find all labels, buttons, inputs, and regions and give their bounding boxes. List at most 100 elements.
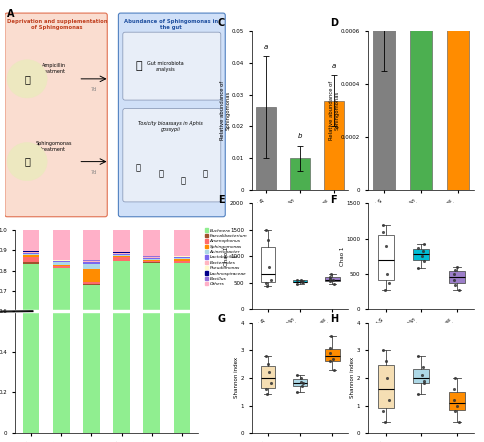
Bar — [23, 252, 40, 253]
Bar — [83, 262, 100, 264]
PathPatch shape — [260, 366, 275, 388]
Point — [421, 377, 428, 384]
Point — [326, 276, 334, 283]
Text: F: F — [331, 195, 337, 205]
Bar — [83, 230, 100, 260]
Text: C: C — [218, 18, 225, 28]
Point — [299, 383, 306, 390]
Point — [451, 408, 458, 415]
PathPatch shape — [378, 235, 393, 280]
Bar — [324, 101, 344, 190]
Point — [326, 273, 334, 280]
Bar — [23, 257, 40, 263]
Point — [383, 374, 391, 381]
Point — [331, 366, 338, 373]
Point — [419, 248, 426, 255]
PathPatch shape — [325, 277, 340, 281]
Bar — [53, 262, 70, 265]
Text: a: a — [264, 44, 268, 50]
Text: G: G — [218, 314, 226, 324]
PathPatch shape — [413, 249, 429, 260]
Point — [414, 244, 422, 251]
Text: 🌿: 🌿 — [136, 164, 141, 172]
Point — [455, 419, 463, 426]
Bar — [53, 268, 70, 433]
Bar — [53, 266, 70, 268]
Bar — [256, 107, 276, 190]
Text: 7d: 7d — [91, 88, 97, 92]
PathPatch shape — [325, 349, 340, 361]
Point — [263, 282, 271, 289]
FancyBboxPatch shape — [119, 13, 225, 217]
Text: 🪲: 🪲 — [24, 156, 30, 167]
Bar — [83, 269, 100, 282]
PathPatch shape — [413, 369, 429, 383]
Point — [327, 271, 335, 278]
Bar — [290, 158, 310, 190]
Point — [265, 369, 273, 376]
Point — [267, 380, 274, 387]
Y-axis label: Chao 1: Chao 1 — [224, 247, 228, 266]
Point — [331, 281, 338, 288]
Bar — [143, 257, 160, 258]
Y-axis label: Shannon index: Shannon index — [234, 357, 239, 399]
Bar — [83, 285, 100, 433]
Point — [418, 372, 425, 379]
Point — [327, 358, 334, 365]
Point — [265, 263, 273, 271]
Text: E: E — [218, 195, 225, 205]
Bar — [173, 230, 190, 255]
Bar — [143, 259, 160, 260]
Point — [379, 408, 387, 415]
Text: Deprivation and supplementation
of Sphingomonas: Deprivation and supplementation of Sphin… — [7, 19, 107, 30]
Y-axis label: Chao 1: Chao 1 — [340, 247, 345, 266]
Text: H: H — [331, 314, 339, 324]
Bar — [173, 258, 190, 259]
Point — [262, 385, 270, 392]
Bar — [143, 260, 160, 261]
FancyBboxPatch shape — [123, 109, 221, 202]
Bar — [113, 257, 130, 261]
Bar — [53, 230, 70, 260]
Point — [414, 391, 422, 398]
Bar — [15, 310, 198, 312]
Bar — [53, 265, 70, 266]
Point — [326, 344, 334, 351]
Point — [265, 237, 272, 244]
Bar — [113, 255, 130, 257]
Text: 🪲: 🪲 — [24, 74, 30, 84]
Point — [451, 266, 459, 273]
Point — [414, 265, 422, 272]
Point — [326, 350, 334, 357]
PathPatch shape — [293, 379, 307, 385]
Point — [263, 391, 271, 398]
Point — [385, 279, 393, 286]
Bar — [53, 261, 70, 262]
Text: Ampicillin
treatment: Ampicillin treatment — [41, 63, 66, 74]
Circle shape — [7, 142, 47, 181]
PathPatch shape — [378, 366, 393, 408]
Point — [298, 277, 305, 284]
Point — [329, 355, 336, 362]
Point — [382, 242, 390, 249]
PathPatch shape — [449, 392, 465, 410]
Text: D: D — [331, 18, 339, 28]
Bar — [23, 254, 40, 255]
Point — [327, 278, 334, 285]
Point — [299, 380, 307, 387]
Bar — [173, 263, 190, 433]
Point — [267, 277, 274, 284]
Bar — [83, 282, 100, 284]
Text: 🌿: 🌿 — [181, 176, 185, 185]
Bar — [143, 230, 160, 256]
Text: a: a — [332, 63, 336, 69]
Point — [451, 281, 458, 288]
Point — [419, 363, 426, 370]
Bar — [23, 253, 40, 254]
Point — [298, 374, 305, 381]
PathPatch shape — [293, 281, 307, 282]
Point — [293, 280, 301, 287]
Point — [451, 396, 458, 404]
Bar — [23, 255, 40, 257]
Bar — [113, 261, 130, 433]
